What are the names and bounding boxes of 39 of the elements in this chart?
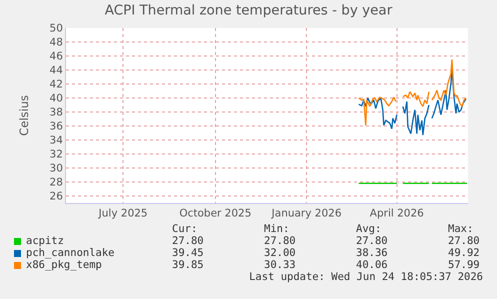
y-tick-label: 38 (50, 106, 63, 119)
text: Last update: Wed Jun 24 18:05:37 2026 (249, 271, 483, 283)
x-tick-label: October 2025 (179, 208, 252, 220)
text: 57.99 (448, 259, 480, 271)
text: 38.36 (356, 247, 388, 259)
y-tick-label: 30 (50, 162, 63, 175)
y-tick-label: 50 (50, 22, 63, 35)
x-tick-label: July 2025 (98, 208, 148, 220)
y-tick-label: 44 (50, 64, 64, 77)
y-tick-label: 28 (50, 176, 63, 189)
text: Max: (448, 223, 474, 235)
y-tick-label: 32 (50, 148, 63, 161)
text: 27.80 (356, 235, 388, 247)
text: Cur: (172, 223, 198, 235)
x-tick-label: January 2026 (270, 208, 342, 220)
legend-label: acpitz (26, 235, 64, 247)
y-tick-label: 40 (50, 92, 63, 105)
legend-label: x86_pkg_temp (26, 259, 102, 271)
text: 27.80 (264, 235, 296, 247)
y-tick-label: 36 (50, 120, 64, 133)
text: 39.85 (172, 259, 204, 271)
y-axis-title: Celsius (17, 95, 31, 136)
y-tick-label: 48 (50, 36, 63, 49)
y-tick-label: 26 (50, 190, 64, 203)
legend-label: pch_cannonlake (26, 247, 115, 259)
text: 49.92 (448, 247, 480, 259)
text: 39.45 (172, 247, 204, 259)
x-tick-label: April 2026 (370, 208, 424, 220)
text: 27.80 (172, 235, 204, 247)
y-tick-label: 34 (50, 134, 64, 147)
text: Avg: (356, 223, 382, 235)
text: 32.00 (264, 247, 296, 259)
text: 27.80 (448, 235, 480, 247)
text: 30.33 (264, 259, 296, 271)
text: 40.06 (356, 259, 388, 271)
y-tick-label: 42 (50, 78, 63, 91)
chart-title: ACPI Thermal zone temperatures - by year (104, 2, 393, 19)
text: Min: (264, 223, 290, 235)
y-tick-label: 46 (50, 50, 64, 63)
